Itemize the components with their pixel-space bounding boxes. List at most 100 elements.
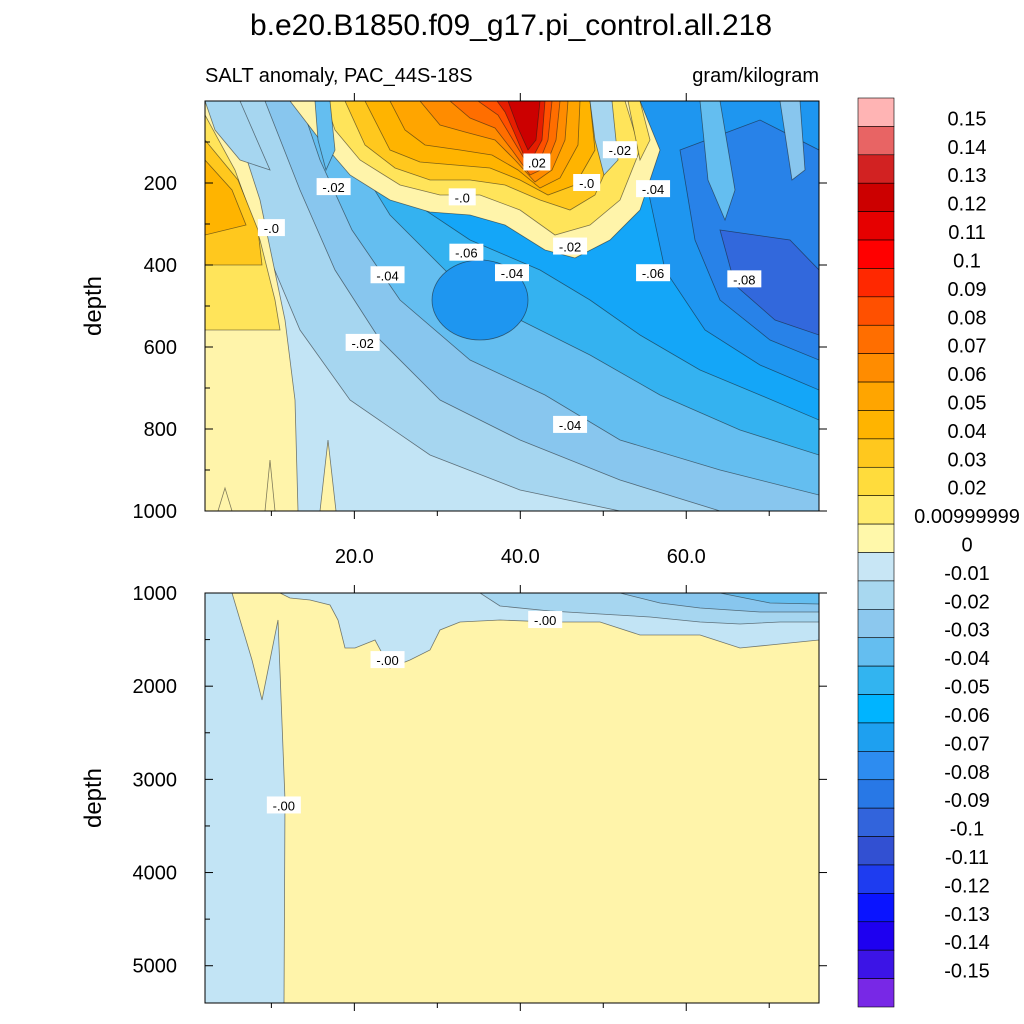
contour-label: -.04 xyxy=(553,415,588,433)
colorbar-swatch xyxy=(857,580,895,610)
colorbar-label: -0.05 xyxy=(944,677,990,699)
contour-label-bg xyxy=(553,237,588,255)
colorbar-label: 0.1 xyxy=(953,250,981,272)
y-tick-label: 4000 xyxy=(133,863,178,885)
colorbar-label: 0.07 xyxy=(948,336,987,358)
bottom-ylabel: depth xyxy=(80,768,107,828)
x-tick-label: 60.0 xyxy=(667,546,706,568)
y-tick-label: 400 xyxy=(144,255,177,277)
colorbar-swatch xyxy=(857,949,895,979)
top-spike-1 xyxy=(264,459,276,511)
contour-label-bg xyxy=(602,141,637,159)
colorbar-swatch xyxy=(857,154,895,184)
top-panel: -.02 -.0 -.0 .02 -.02 -.0 -.04 -.02 -.06 -.04 -.04… xyxy=(80,93,827,568)
contour-label-bg xyxy=(523,153,551,171)
colorbar-swatch xyxy=(857,921,895,951)
contour-label-text: -.04 xyxy=(559,418,581,433)
bottom-left-neg-1 xyxy=(205,593,286,1003)
colorbar-label: -0.11 xyxy=(945,847,989,869)
y-tick-label: 1000 xyxy=(133,501,178,523)
colorbar-label: 0.05 xyxy=(948,392,987,414)
colorbar-label: -0.04 xyxy=(944,648,990,670)
colorbar-swatch xyxy=(857,694,895,724)
colorbar-label: -0.15 xyxy=(944,961,990,983)
contour-label: -.04 xyxy=(370,266,405,284)
contour-label-bg xyxy=(528,611,563,629)
colorbar-label: -0.03 xyxy=(944,620,990,642)
colorbar-label: -0.14 xyxy=(944,932,990,954)
colorbar-swatch xyxy=(857,722,895,752)
colorbar-swatch xyxy=(857,495,895,525)
colorbar-label: -0.09 xyxy=(944,790,990,812)
colorbar-swatch xyxy=(857,893,895,923)
colorbar-swatch xyxy=(857,523,895,553)
colorbar-swatch xyxy=(857,609,895,639)
contour-label: .02 xyxy=(523,153,551,171)
contour-label-bg xyxy=(636,180,671,198)
colorbar-swatch xyxy=(857,864,895,894)
contour-label-text: -.00 xyxy=(273,798,295,813)
colorbar-swatch xyxy=(857,410,895,440)
contour-label-text: -.0 xyxy=(264,221,279,236)
colorbar-swatch xyxy=(857,126,895,156)
bottom-panel: -.00 -.00 -.00 1000 2000 3000 4000 5000 depth xyxy=(80,583,827,1011)
contour-label-text: -.00 xyxy=(376,653,398,668)
contour-label-bg xyxy=(266,796,301,814)
colorbar-label: 0.06 xyxy=(948,364,987,386)
contour-label: -.02 xyxy=(316,178,351,196)
colorbar-label: -0.06 xyxy=(944,705,990,727)
contour-label: -.08 xyxy=(727,270,762,288)
contour-label: -.00 xyxy=(266,796,301,814)
colorbar-label: 0.03 xyxy=(948,449,987,471)
top-plume-pos-9 xyxy=(507,101,541,151)
bottom-axis: 1000 2000 3000 4000 5000 xyxy=(133,583,827,1011)
contour-label: -.0 xyxy=(448,188,476,206)
contour-label-text: -.02 xyxy=(559,240,581,255)
contour-label-text: -.00 xyxy=(534,613,556,628)
contour-label-text: -.0 xyxy=(455,190,470,205)
contour-label-bg xyxy=(448,188,476,206)
colorbar-label: -0.12 xyxy=(944,875,990,897)
y-tick-label: 200 xyxy=(144,173,177,195)
colorbar-label: 0.15 xyxy=(948,108,987,130)
contour-label-bg xyxy=(449,243,484,261)
colorbar-swatch xyxy=(857,296,895,326)
contour-label-bg xyxy=(636,264,671,282)
bottom-plot-frame xyxy=(204,592,820,1004)
contour-label-bg xyxy=(495,264,529,282)
contour-label-bg xyxy=(345,333,380,351)
contour-label-text: -.06 xyxy=(455,246,477,261)
colorbar-label: -0.13 xyxy=(944,904,990,926)
contour-label: -.0 xyxy=(573,174,601,191)
colorbar-label: 0.09 xyxy=(948,279,987,301)
contour-label-text: -.04 xyxy=(501,266,523,281)
contour-label: -.02 xyxy=(345,333,380,351)
top-contour-field xyxy=(205,101,819,511)
colorbar-swatch xyxy=(857,211,895,241)
colorbar-swatch xyxy=(857,751,895,781)
colorbar-label: 0.02 xyxy=(948,478,987,500)
bottom-contour-field xyxy=(205,593,819,1003)
colorbar-swatch xyxy=(857,807,895,837)
colorbar-swatch xyxy=(857,978,895,1008)
bottom-contour-labels: -.00 -.00 -.00 xyxy=(266,611,563,814)
y-tick-label: 5000 xyxy=(133,956,178,978)
colorbar-swatch xyxy=(857,665,895,695)
top-spike-2 xyxy=(319,439,337,511)
colorbar-label: -0.02 xyxy=(944,591,990,613)
bottom-shelf-neg-4 xyxy=(719,593,819,605)
colorbar-swatch xyxy=(857,637,895,667)
contour-label: -.06 xyxy=(636,264,671,282)
top-region-pos-3-left xyxy=(205,159,247,236)
top-axis: 200 400 600 800 1000 20.0 40.0 60.0 xyxy=(133,93,827,568)
colorbar-label: 0.04 xyxy=(948,421,987,443)
colorbar-label: -0.07 xyxy=(944,733,990,755)
contour-label: -.04 xyxy=(495,264,529,282)
contour-label-text: -.02 xyxy=(609,143,631,158)
colorbar-label: 0.11 xyxy=(948,222,985,244)
colorbar-label: -0.01 xyxy=(944,563,990,585)
chart-subtitle-right: gram/kilogram xyxy=(692,65,819,87)
colorbar-label: 0 xyxy=(961,535,972,557)
colorbar-label: 0.12 xyxy=(948,194,987,216)
x-tick-label: 20.0 xyxy=(335,546,374,568)
